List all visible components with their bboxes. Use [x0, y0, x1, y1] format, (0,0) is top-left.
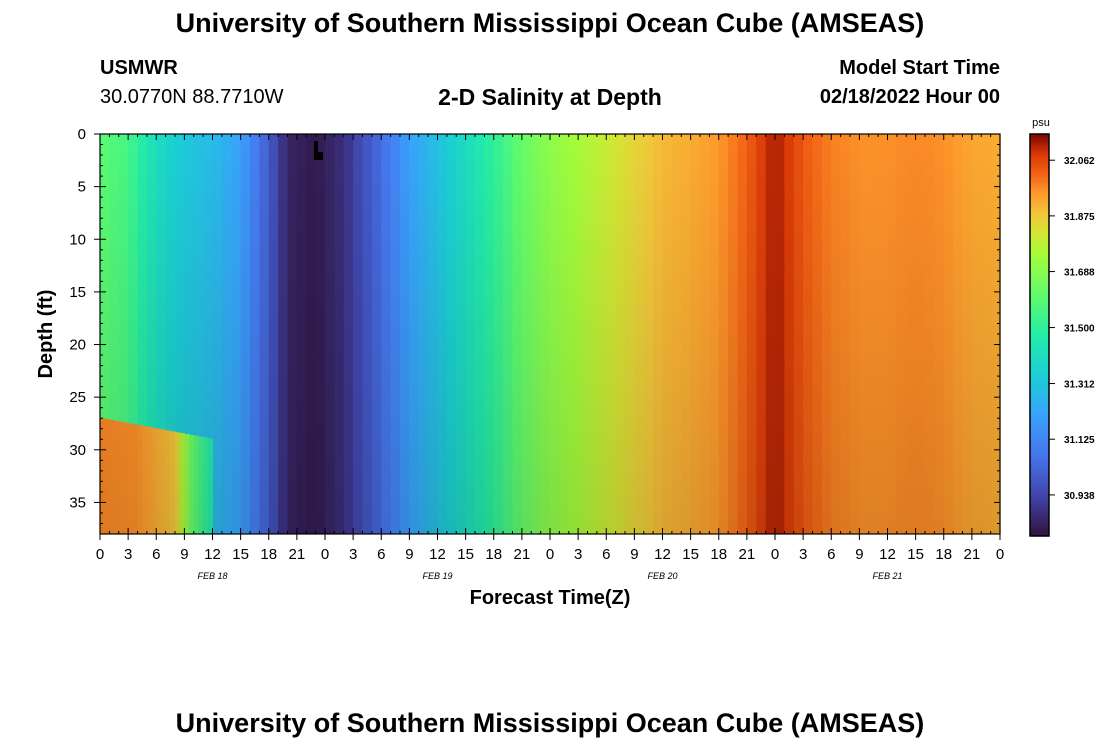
y-tick-label: 25	[69, 389, 86, 406]
x-tick-label: 3	[799, 546, 807, 563]
x-tick-label: 3	[349, 546, 357, 563]
x-tick-label: 0	[996, 546, 1004, 563]
x-tick-label: 3	[124, 546, 132, 563]
x-tick-label: 12	[429, 546, 446, 563]
x-tick-label: 6	[152, 546, 160, 563]
x-tick-label: 3	[574, 546, 582, 563]
x-tick-label: 9	[630, 546, 638, 563]
colorbar-ticks: 32.062 31.875 31.688 31.500 31.312 31.125 30.9…	[1049, 156, 1095, 502]
x-tick-label: 21	[739, 546, 756, 563]
x-axis-label: Forecast Time(Z)	[470, 587, 631, 609]
x-tick-label: 6	[602, 546, 610, 563]
x-tick-label: 15	[682, 546, 699, 563]
y-tick-label: 5	[78, 179, 86, 196]
colorbar	[1029, 133, 1050, 537]
date-label: FEB 21	[872, 571, 902, 581]
x-tick-label: 12	[204, 546, 221, 563]
x-tick-label: 9	[405, 546, 413, 563]
x-tick-label: 6	[827, 546, 835, 563]
y-axis-label: Depth (ft)	[35, 290, 57, 379]
page-title: University of Southern Mississippi Ocean…	[175, 8, 925, 38]
colorbar-tick-label: 31.125	[1064, 435, 1095, 446]
x-tick-label: 21	[289, 546, 306, 563]
y-tick-label: 30	[69, 442, 86, 459]
x-tick-label: 15	[457, 546, 474, 563]
station-name: USMWR	[100, 57, 178, 79]
x-tick-label: 6	[377, 546, 385, 563]
x-tick-label: 18	[935, 546, 952, 563]
x-tick-label: 18	[710, 546, 727, 563]
marker-glyph	[314, 141, 323, 160]
station-coordinates: 30.0770N 88.7710W	[100, 86, 284, 108]
colorbar-tick-label: 31.875	[1064, 212, 1095, 223]
colorbar-tick-label: 30.938	[1064, 491, 1095, 502]
x-tick-label: 0	[771, 546, 779, 563]
date-label: FEB 20	[647, 571, 677, 581]
x-tick-label: 0	[321, 546, 329, 563]
y-axis: 0 5 10 15 20 25 30 35	[69, 126, 1000, 535]
x-tick-label: 9	[180, 546, 188, 563]
colorbar-unit: psu	[1032, 117, 1050, 129]
x-tick-label: 18	[260, 546, 277, 563]
x-axis: 0 3 6 9 12 15 18 21 0 3 6 9 12 15 18 21 0 3 6 9 12 15 18 21 0 3 6 9…	[96, 134, 1004, 581]
x-tick-label: 15	[232, 546, 249, 563]
colorbar-tick-label: 31.312	[1064, 380, 1095, 391]
plot-title: 2-D Salinity at Depth	[438, 84, 662, 110]
x-tick-label: 12	[654, 546, 671, 563]
colorbar-tick-label: 31.688	[1064, 268, 1095, 279]
colorbar-tick-label: 32.062	[1064, 156, 1095, 167]
x-tick-label: 12	[879, 546, 896, 563]
model-start-label: Model Start Time	[839, 57, 1000, 79]
y-tick-label: 35	[69, 494, 86, 511]
x-tick-label: 9	[855, 546, 863, 563]
y-tick-label: 15	[69, 284, 86, 301]
date-label: FEB 18	[197, 571, 227, 581]
date-label: FEB 19	[422, 571, 452, 581]
colorbar-tick-label: 31.500	[1064, 324, 1095, 335]
y-tick-label: 0	[78, 126, 86, 143]
x-tick-label: 21	[514, 546, 531, 563]
depth-shading	[100, 134, 1000, 534]
x-tick-label: 0	[96, 546, 104, 563]
y-tick-label: 10	[69, 231, 86, 248]
x-tick-label: 15	[907, 546, 924, 563]
x-tick-label: 18	[485, 546, 502, 563]
x-tick-label: 0	[546, 546, 554, 563]
footer-title: University of Southern Mississippi Ocean…	[175, 708, 925, 738]
x-tick-label: 21	[964, 546, 981, 563]
y-tick-label: 20	[69, 337, 86, 354]
model-start-time: 02/18/2022 Hour 00	[819, 86, 1000, 108]
